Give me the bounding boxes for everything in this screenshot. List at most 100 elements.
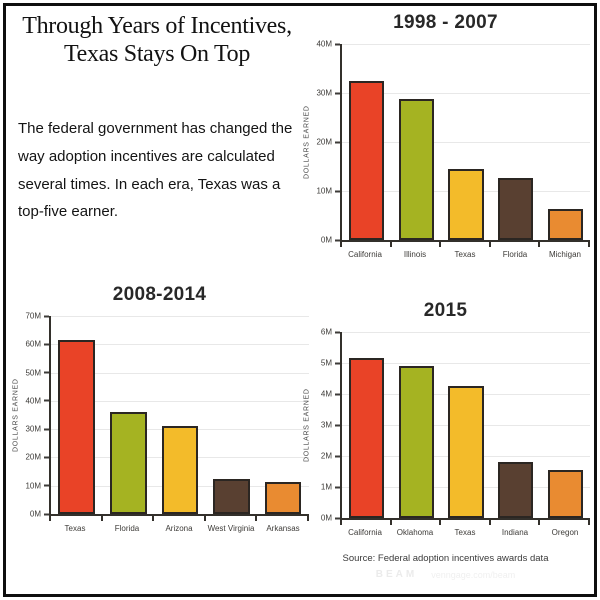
x-tick-mark	[203, 516, 206, 521]
y-tick-label: 20M	[25, 453, 49, 462]
bar-california	[349, 358, 385, 518]
y-tick-value: 30M	[25, 424, 41, 434]
bar-texas	[448, 168, 484, 240]
x-axis-category-label: Michigan	[548, 250, 581, 259]
y-tick-mark	[44, 484, 49, 487]
y-axis-label: DOLLARS EARNED	[12, 378, 20, 452]
bar-oklahoma	[398, 366, 434, 518]
y-tick-value: 6M	[320, 327, 332, 337]
y-tick-mark	[335, 393, 340, 395]
y-tick-value: 60M	[25, 339, 41, 349]
x-tick-mark	[255, 516, 258, 521]
y-tick-value: 10M	[25, 481, 41, 491]
page-title-line1: Through Years of Incentives,	[22, 13, 292, 39]
bar-slot	[392, 44, 442, 240]
y-tick-mark	[44, 513, 49, 515]
bar-arkansas	[264, 481, 302, 514]
y-axis-ticks: 0M 10M 20M 30M 40M	[313, 40, 340, 245]
y-tick-mark	[335, 190, 340, 192]
bar-illinois	[398, 98, 434, 240]
y-tick-label: 30M	[316, 89, 340, 98]
y-tick-value: 40M	[25, 396, 41, 406]
bar-slot	[51, 316, 103, 514]
x-axis-category-label: Arkansas	[266, 524, 300, 533]
source-credit: Source: Federal adoption incentives awar…	[342, 553, 549, 564]
x-tick-mark	[340, 242, 342, 247]
y-tick-label: 70M	[25, 312, 49, 321]
gridline	[342, 363, 590, 364]
y-tick-value: 10M	[316, 186, 332, 196]
bar-arizona	[161, 425, 199, 514]
gridline	[51, 344, 309, 346]
x-tick-mark	[306, 516, 309, 521]
plot-column: California Oklahoma Texas Indiana Oregon	[340, 332, 590, 537]
y-tick-label: 4M	[321, 390, 340, 399]
y-tick-mark	[335, 455, 340, 457]
y-tick-mark	[44, 456, 49, 459]
y-tick-value: 70M	[25, 311, 41, 321]
plot-column: California Illinois Texas Florida Michigan	[340, 44, 590, 259]
bar-slot	[257, 316, 309, 514]
chart-title: 2015	[423, 300, 468, 321]
y-tick-value: 50M	[25, 368, 41, 378]
page-title: Through Years of Incentives, Texas Stays…	[14, 12, 300, 69]
bar-slot	[103, 316, 155, 514]
y-tick-value: 20M	[25, 452, 41, 462]
x-tick-mark	[439, 242, 442, 247]
y-tick-value: 20M	[316, 137, 332, 147]
bar-slot	[342, 44, 392, 240]
x-axis-category-label: Texas	[64, 524, 86, 533]
y-axis-label: DOLLARS EARNED	[303, 105, 311, 179]
y-tick-label: 2M	[321, 452, 340, 461]
x-axis-category-label: California	[348, 528, 382, 537]
x-tick-mark	[538, 520, 541, 525]
headline-block: Through Years of Incentives, Texas Stays…	[14, 12, 300, 69]
bar-oregon	[547, 469, 583, 518]
y-tick-value: 40M	[316, 39, 332, 49]
x-tick-mark	[389, 242, 392, 247]
bar-group	[51, 316, 309, 514]
chart-title: 1998 - 2007	[393, 12, 498, 33]
y-tick-mark	[335, 92, 340, 94]
x-axis-category-label: Oregon	[551, 528, 579, 537]
y-tick-label: 6M	[321, 328, 340, 337]
x-tick-mark	[340, 520, 342, 525]
x-tick-mark	[538, 242, 541, 247]
y-tick-mark	[335, 141, 340, 143]
bar-slot	[491, 332, 541, 518]
bar-slot	[441, 332, 491, 518]
y-tick-label: 40M	[316, 40, 340, 49]
y-tick-mark	[44, 315, 49, 317]
bar-slot	[154, 316, 206, 514]
y-tick-mark	[335, 424, 340, 426]
bar-slot	[392, 332, 442, 518]
bar-indiana	[497, 462, 534, 518]
x-axis-category-label: Arizona	[165, 524, 193, 533]
bar-group	[342, 332, 590, 518]
y-tick-value: 3M	[320, 420, 332, 430]
y-tick-value: 1M	[320, 482, 332, 492]
y-tick-label: 40M	[25, 396, 49, 405]
y-axis-label: DOLLARS EARNED	[303, 388, 311, 462]
bar-west-virginia	[213, 478, 250, 514]
chart-title: 2008-2014	[112, 284, 207, 305]
x-axis-category-label: Oklahoma	[396, 528, 434, 537]
gridline	[342, 142, 590, 143]
chart-2008-2014: 2008-2014 DOLLARS EARNED 0M 10M 20M 30M 40M 5…	[10, 284, 309, 533]
x-tick-mark	[152, 516, 155, 521]
x-axis-ticks	[49, 516, 309, 521]
y-tick-label: 60M	[25, 340, 49, 349]
y-axis-ticks: 0M 10M 20M 30M 40M 50M 60M 70M	[22, 312, 49, 519]
chart-2015: 2015 DOLLARS EARNED 0M 1M 2M 3M 4M 5M 6M Calif…	[301, 300, 590, 580]
bar-florida	[497, 177, 534, 240]
y-tick-label: 0M	[30, 510, 49, 519]
x-axis-category-label: Florida	[502, 250, 528, 259]
y-tick-label: 1M	[321, 483, 340, 492]
y-tick-label: 20M	[316, 138, 340, 147]
y-tick-value: 0M	[320, 513, 332, 523]
x-axis-category-label: West Virginia	[207, 524, 255, 533]
watermark-url: venngage.com/beam	[431, 569, 516, 580]
y-tick-mark	[335, 43, 340, 45]
chart-body: DOLLARS EARNED 0M 1M 2M 3M 4M 5M 6M California…	[301, 328, 590, 537]
